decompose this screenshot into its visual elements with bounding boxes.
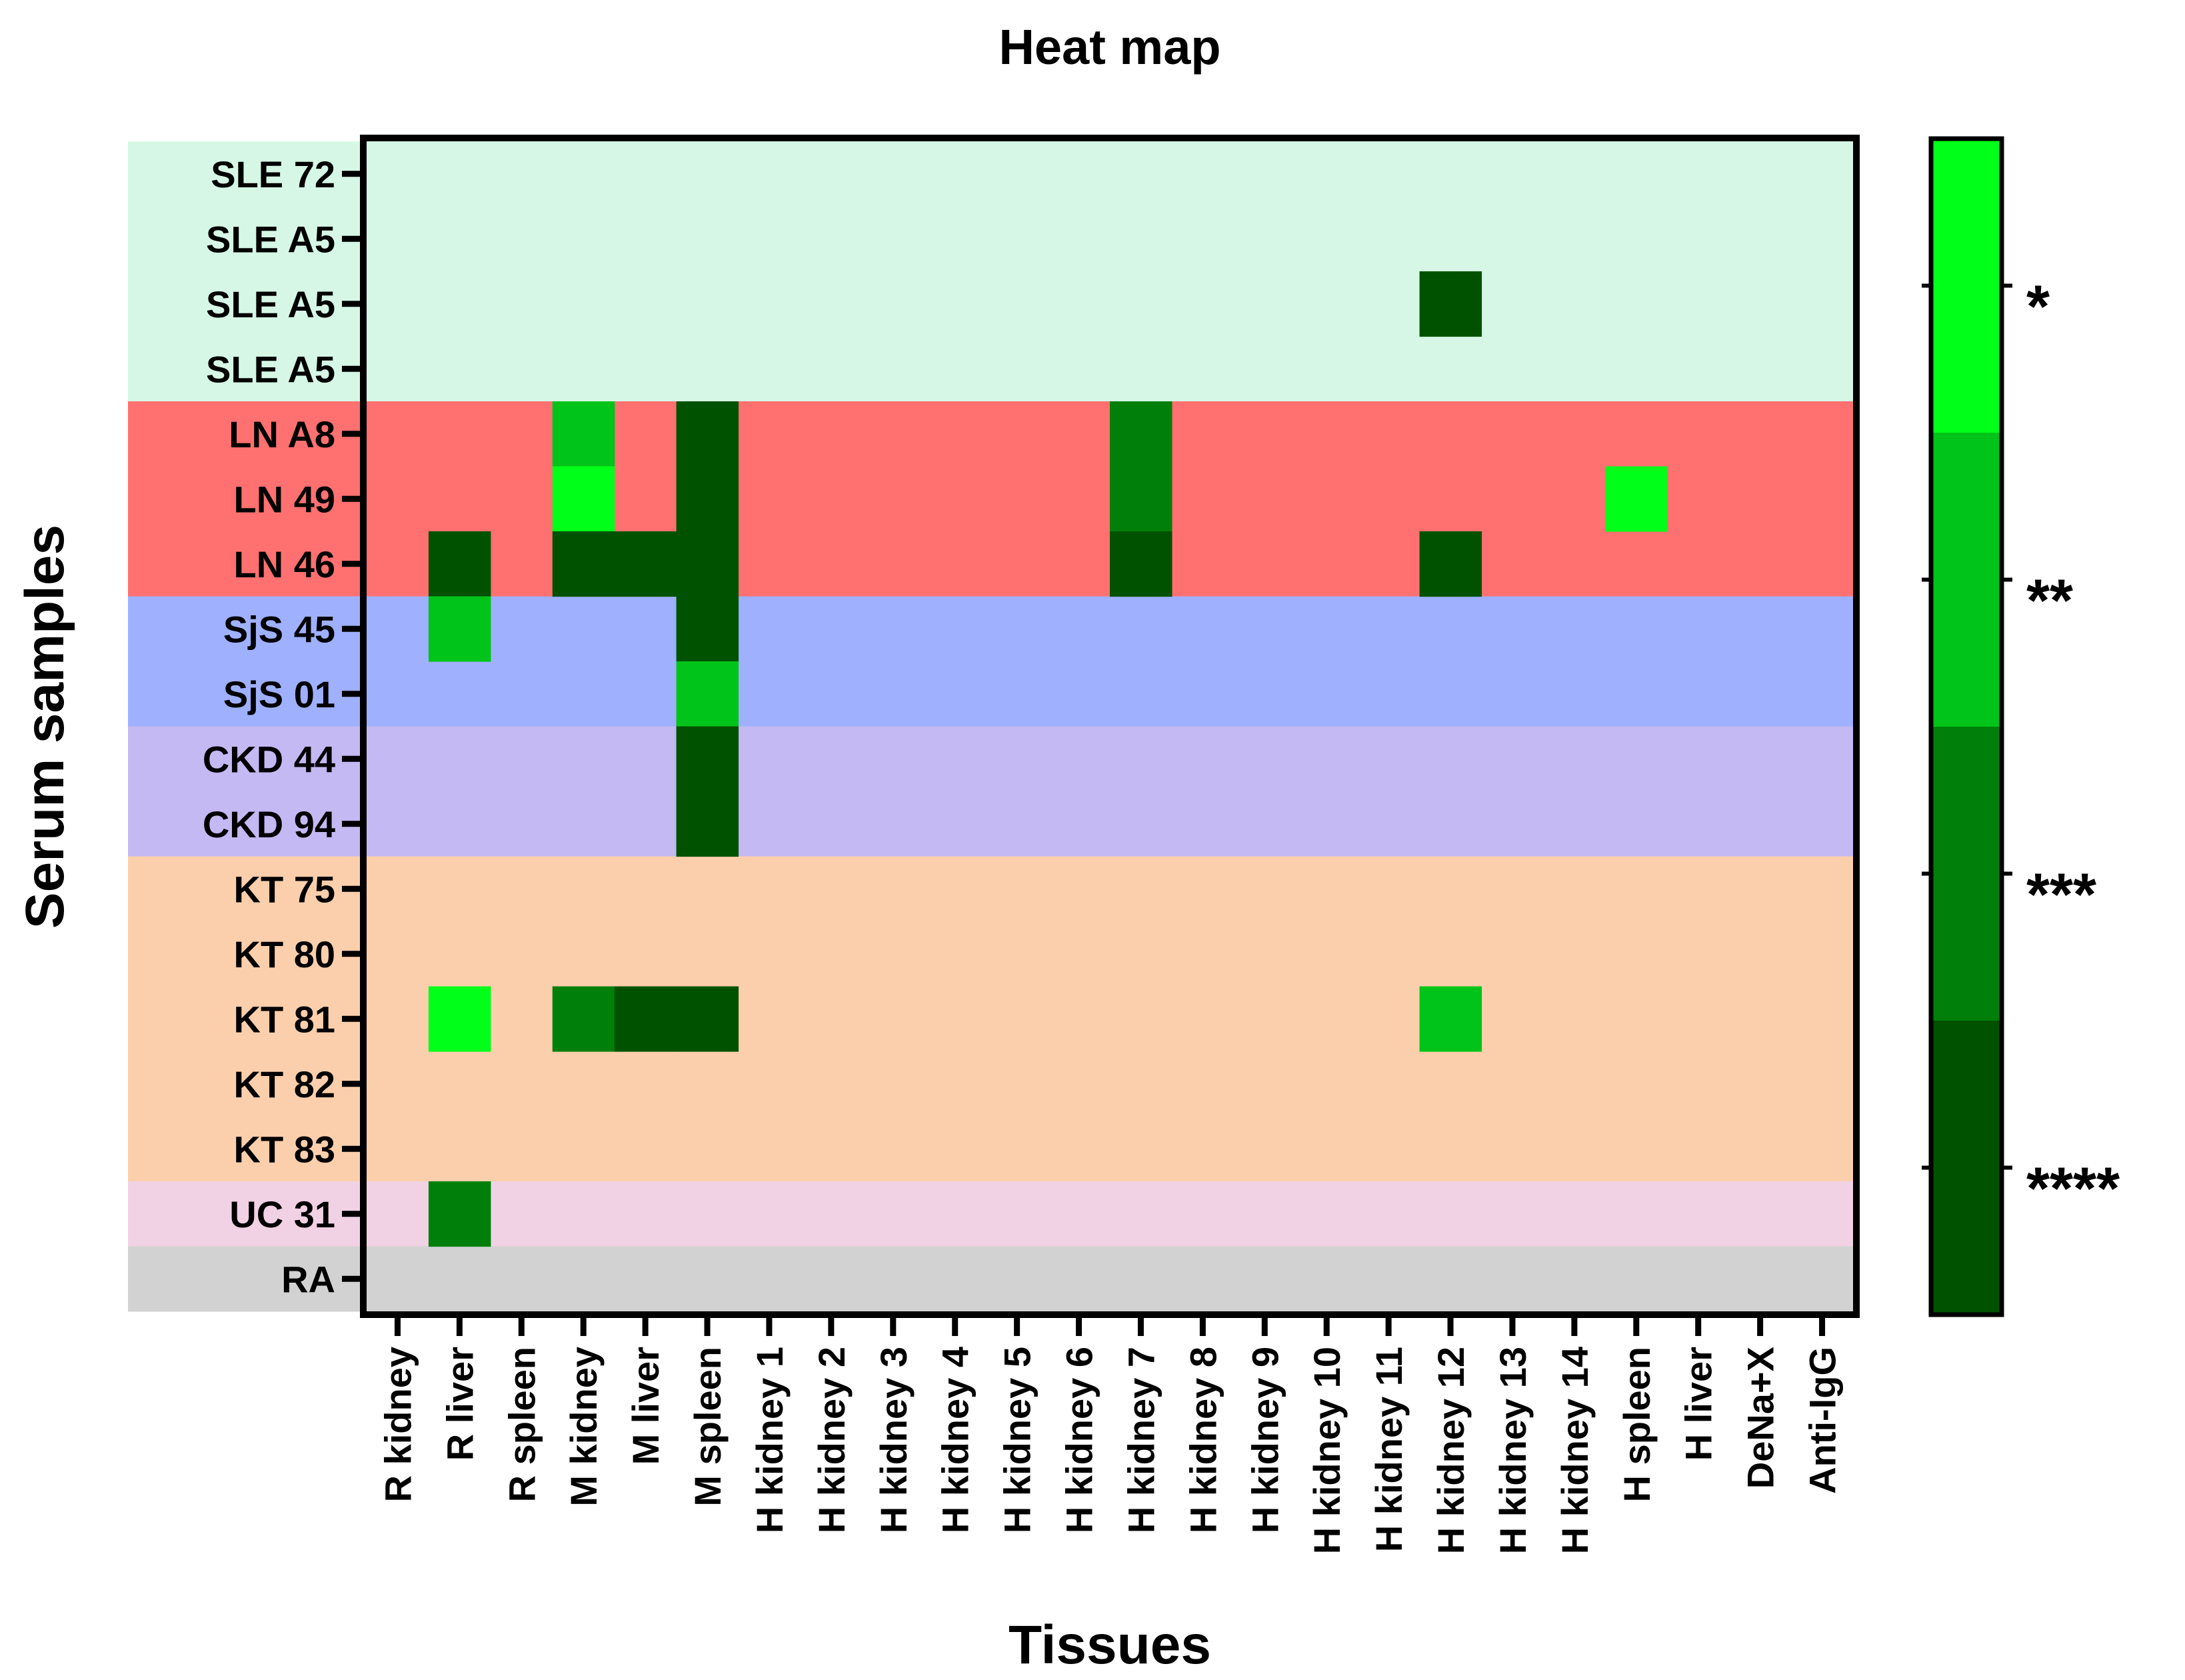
col-label: M kidney	[563, 1347, 605, 1507]
heat-cells	[428, 271, 1668, 1247]
col-label: H kidney 2	[811, 1347, 853, 1533]
heat-cell-r13-c4	[614, 986, 677, 1052]
col-label: M liver	[625, 1347, 667, 1465]
heat-cell-r6-c3	[552, 531, 615, 597]
legend-label: ***	[2026, 862, 2096, 929]
row-label: SLE 72	[211, 153, 335, 195]
legend-frame	[1928, 136, 2004, 1317]
col-label: H kidney 9	[1244, 1347, 1286, 1533]
heat-cell-r13-c3	[552, 986, 615, 1052]
heat-cell-r10-c5	[676, 791, 739, 857]
row-label: LN A8	[229, 413, 335, 455]
heat-cell-r5-c3	[552, 466, 615, 532]
col-label: H kidney 10	[1306, 1347, 1348, 1554]
col-label: R spleen	[501, 1347, 543, 1502]
row-label: KT 83	[234, 1128, 336, 1170]
legend-swatch	[1931, 433, 2002, 727]
chart-title: Heat map	[999, 19, 1220, 75]
heat-cell-r7-c5	[676, 596, 739, 662]
legend-swatch	[1931, 727, 2002, 1021]
col-label: Anti-IgG	[1802, 1347, 1844, 1494]
row-label: KT 81	[234, 998, 336, 1040]
heat-cell-r7-c1	[428, 596, 491, 662]
col-ticks	[394, 1315, 1826, 1336]
col-label: M spleen	[687, 1347, 729, 1507]
heat-cell-r6-c1	[428, 531, 491, 597]
heat-cell-r13-c5	[676, 986, 739, 1052]
col-label: H kidney 11	[1368, 1347, 1410, 1552]
legend-swatch	[1931, 1021, 2002, 1315]
col-label: R liver	[439, 1347, 481, 1461]
legend-swatch	[1931, 139, 2002, 433]
col-label: H kidney 3	[873, 1347, 915, 1533]
heat-cell-r2-c17	[1419, 271, 1482, 337]
heat-cell-r4-c3	[552, 401, 615, 467]
heat-cell-r9-c5	[676, 726, 739, 792]
row-labels: SLE 72 SLE A5 SLE A5 SLE A5 LN A8 LN 49 LN 46 S…	[203, 153, 335, 1301]
col-label: H kidney 8	[1182, 1347, 1224, 1533]
row-label: SjS 01	[223, 673, 335, 715]
col-label: H liver	[1678, 1347, 1720, 1461]
col-label: H kidney 1	[749, 1347, 791, 1533]
y-axis-title: Serum samples	[15, 525, 75, 929]
heat-cell-r5-c12	[1110, 466, 1172, 532]
group-band-kt	[128, 856, 1853, 1182]
row-label: KT 75	[234, 868, 336, 910]
group-band-sjs	[128, 596, 1853, 727]
col-label: DeNa+X	[1740, 1347, 1782, 1489]
group-band-uc	[128, 1181, 1853, 1247]
col-label: H kidney 12	[1430, 1347, 1472, 1554]
row-label: LN 49	[234, 478, 336, 520]
row-label: SjS 45	[223, 608, 335, 650]
heat-cell-r4-c5	[676, 401, 739, 467]
col-label: H kidney 14	[1554, 1347, 1596, 1554]
heat-cell-r13-c17	[1419, 986, 1482, 1052]
heat-cell-r6-c4	[614, 531, 677, 597]
col-label: H kidney 4	[935, 1347, 977, 1533]
legend-label: ****	[2026, 1156, 2120, 1223]
legend-colorbar	[1922, 136, 2012, 1317]
group-band-ckd	[128, 726, 1853, 857]
row-label: UC 31	[229, 1193, 335, 1235]
heat-cell-r13-c1	[428, 986, 491, 1052]
row-label: KT 82	[234, 1063, 336, 1105]
col-label: H kidney 6	[1059, 1347, 1100, 1533]
heat-cell-r4-c12	[1110, 401, 1172, 467]
legend-label: **	[2026, 568, 2073, 635]
legend-labels: **********	[2026, 274, 2120, 1223]
row-label: CKD 44	[203, 738, 335, 780]
group-bands	[128, 141, 1853, 1312]
heat-cell-r6-c12	[1110, 531, 1172, 597]
heat-cell-r5-c20	[1605, 466, 1668, 532]
row-label: SLE A5	[206, 218, 335, 260]
col-label: H kidney 7	[1120, 1347, 1162, 1533]
col-label: H kidney 5	[997, 1347, 1039, 1533]
group-band-ln	[128, 401, 1853, 597]
heat-cell-r5-c5	[676, 466, 739, 532]
col-label: H kidney 13	[1492, 1347, 1534, 1554]
col-label: R kidney	[377, 1347, 419, 1502]
legend-label: *	[2026, 274, 2050, 341]
group-band-sle	[128, 141, 1853, 402]
group-band-ra	[128, 1246, 1853, 1312]
row-label: RA	[281, 1258, 335, 1300]
row-ticks	[342, 171, 363, 1282]
heat-cell-r8-c5	[676, 661, 739, 727]
heat-cell-r6-c5	[676, 531, 739, 597]
plot-frame	[360, 135, 1860, 1318]
heat-cell-r6-c17	[1419, 531, 1482, 597]
row-label: SLE A5	[206, 283, 335, 325]
x-axis-title: Tissues	[1009, 1615, 1211, 1675]
row-label: SLE A5	[206, 348, 335, 390]
col-labels: R kidney R liver R spleen M kidney M liver M …	[377, 1347, 1843, 1554]
row-label: CKD 94	[203, 803, 335, 845]
row-label: LN 46	[234, 543, 336, 585]
heat-cell-r16-c1	[428, 1181, 491, 1247]
row-label: KT 80	[234, 933, 336, 975]
col-label: H spleen	[1616, 1347, 1658, 1502]
